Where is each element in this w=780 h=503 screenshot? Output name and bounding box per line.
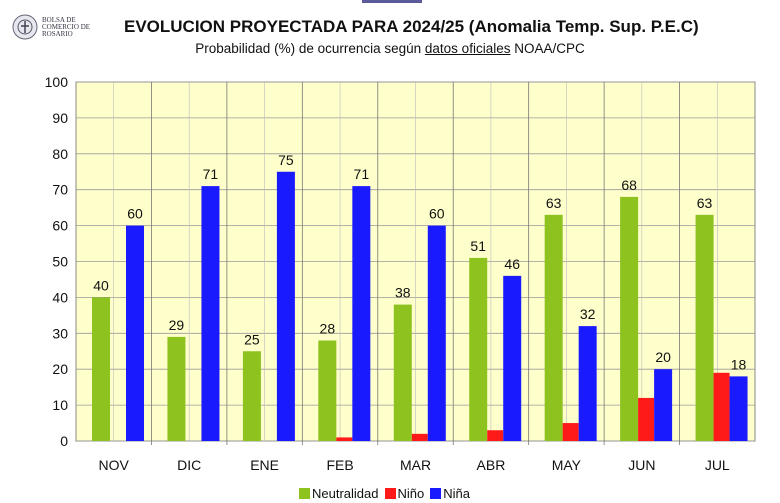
- x-tick-label: JUN: [628, 457, 655, 473]
- y-tick-label: 90: [52, 110, 68, 126]
- x-tick-label: MAR: [400, 457, 431, 473]
- y-tick-label: 10: [52, 397, 68, 413]
- y-tick-label: 30: [52, 325, 68, 341]
- data-label: 29: [169, 317, 185, 333]
- data-label: 25: [244, 331, 260, 347]
- y-tick-label: 0: [60, 433, 68, 449]
- logo: BOLSA DE COMERCIO DE ROSARIO: [12, 14, 102, 40]
- bar-niña: [654, 369, 673, 441]
- bar-neutralidad: [620, 196, 639, 441]
- bar-niña: [427, 225, 446, 441]
- data-label: 32: [580, 306, 596, 322]
- legend: Neutralidad Niño Niña: [299, 486, 470, 501]
- bar-niña: [578, 326, 597, 441]
- legend-item-neutralidad: Neutralidad: [299, 486, 379, 501]
- seal-icon: [12, 14, 38, 40]
- y-tick-label: 40: [52, 289, 68, 305]
- data-label: 71: [203, 166, 219, 182]
- data-label: 60: [127, 206, 143, 222]
- data-label: 63: [546, 195, 562, 211]
- bar-niño: [487, 430, 504, 441]
- y-tick-label: 50: [52, 254, 68, 270]
- bar-neutralidad: [544, 214, 563, 441]
- bar-niña: [503, 275, 522, 441]
- bar-niño: [411, 433, 428, 441]
- chart-subtitle: Probabilidad (%) de ocurrencia según dat…: [195, 41, 585, 56]
- top-edge-bar: [362, 0, 422, 3]
- bar-niño: [638, 397, 655, 441]
- bar-neutralidad: [242, 351, 261, 441]
- x-tick-label: NOV: [99, 457, 130, 473]
- x-tick-label: JUL: [705, 457, 730, 473]
- x-tick-label: ENE: [250, 457, 279, 473]
- bar-neutralidad: [695, 214, 714, 441]
- legend-item-nina: Niña: [430, 486, 470, 501]
- data-label: 38: [395, 285, 411, 301]
- bar-neutralidad: [318, 340, 337, 441]
- bar-neutralidad: [92, 297, 110, 441]
- y-tick-label: 20: [52, 361, 68, 377]
- bar-niña: [352, 186, 371, 441]
- bar-niña: [126, 225, 144, 441]
- y-tick-label: 60: [52, 218, 68, 234]
- legend-item-nino: Niño: [384, 486, 424, 501]
- y-tick-label: 80: [52, 146, 68, 162]
- bar-niño: [562, 423, 579, 441]
- chart-title: EVOLUCION PROYECTADA PARA 2024/25 (Anoma…: [124, 17, 699, 36]
- x-tick-label: ABR: [477, 457, 506, 473]
- bar-niño: [336, 437, 353, 441]
- data-label: 75: [278, 152, 294, 168]
- bar-neutralidad: [469, 257, 488, 441]
- datos-oficiales-link[interactable]: datos oficiales: [424, 41, 511, 56]
- bar-neutralidad: [393, 304, 412, 441]
- data-label: 18: [731, 356, 747, 372]
- logo-text: BOLSA DE COMERCIO DE ROSARIO: [42, 15, 91, 38]
- data-label: 46: [504, 256, 520, 272]
- data-label: 60: [429, 206, 445, 222]
- data-label: 51: [470, 238, 486, 254]
- data-label: 20: [655, 349, 671, 365]
- bar-niña: [201, 186, 220, 441]
- y-tick-label: 100: [45, 74, 69, 90]
- x-tick-label: MAY: [552, 457, 582, 473]
- x-tick-label: FEB: [326, 457, 353, 473]
- y-tick-label: 70: [52, 182, 68, 198]
- bar-neutralidad: [167, 336, 186, 441]
- bar-niña: [276, 171, 295, 441]
- data-label: 28: [320, 320, 336, 336]
- data-label: 63: [697, 195, 713, 211]
- data-label: 71: [354, 166, 370, 182]
- bar-niño: [713, 372, 730, 441]
- data-label: 40: [93, 277, 109, 293]
- bar-niña: [729, 376, 748, 441]
- x-tick-label: DIC: [177, 457, 201, 473]
- data-label: 68: [621, 177, 637, 193]
